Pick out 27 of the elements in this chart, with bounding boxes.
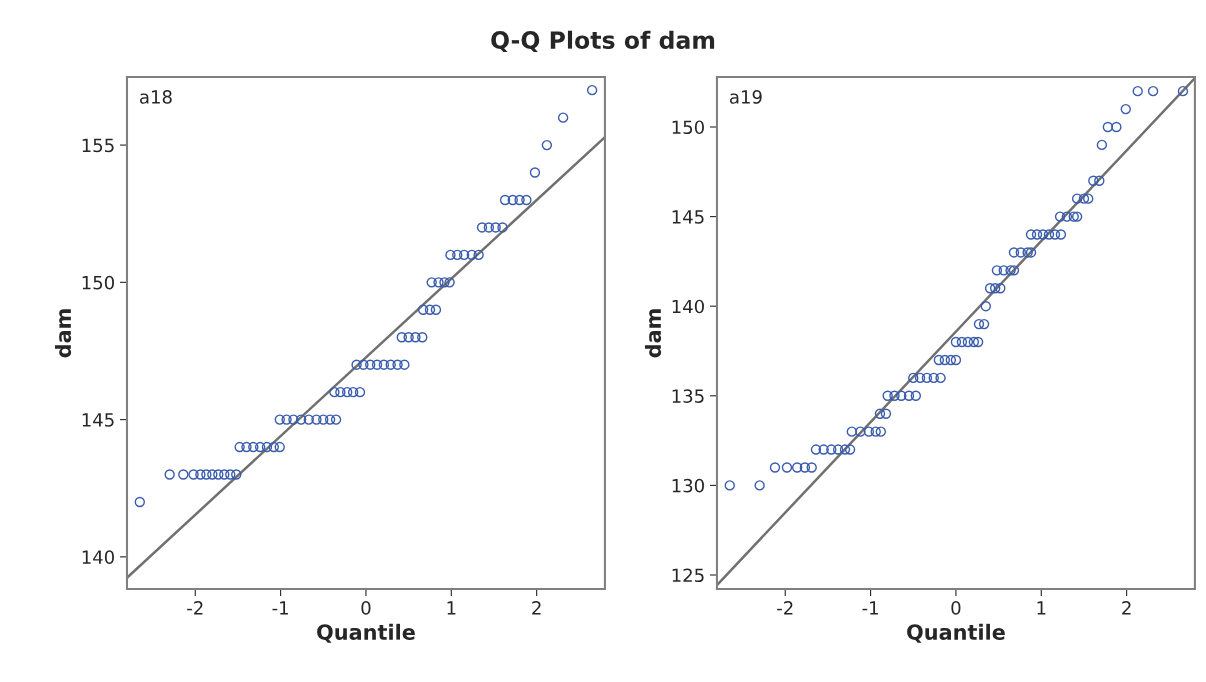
x-tick-label: 2 [1122,601,1131,615]
x-tick-label: -1 [862,601,878,615]
x-axis-title: Quantile [907,623,1005,643]
x-tick-label: -1 [272,601,288,615]
y-tick-label: 150 [672,120,704,135]
annotation: a19 [730,90,762,104]
y-tick-label: 145 [672,210,704,224]
y-tick-label: 140 [82,550,114,564]
x-axis-title: Quantile [317,623,415,643]
annotation: a18 [140,90,172,104]
y-tick-label: 145 [82,413,114,427]
x-tick-label: 1 [447,601,456,615]
y-tick-label: 135 [672,389,704,403]
y-tick-label: 125 [672,568,704,583]
y-tick-label: 155 [82,138,114,153]
x-tick-label: 1 [1037,601,1046,615]
x-tick-label: 0 [361,601,371,615]
x-tick-label: 0 [951,601,961,615]
y-tick-label: 130 [672,478,704,493]
x-tick-label: -2 [777,601,793,615]
y-axis-title: dam [55,309,72,358]
y-tick-label: 150 [82,275,114,290]
x-tick-label: 2 [532,601,541,615]
x-tick-label: -2 [187,601,203,615]
chart-title: Q-Q Plots of dam [491,30,715,53]
y-tick-label: 140 [672,299,704,314]
y-axis-title: dam [644,309,662,358]
